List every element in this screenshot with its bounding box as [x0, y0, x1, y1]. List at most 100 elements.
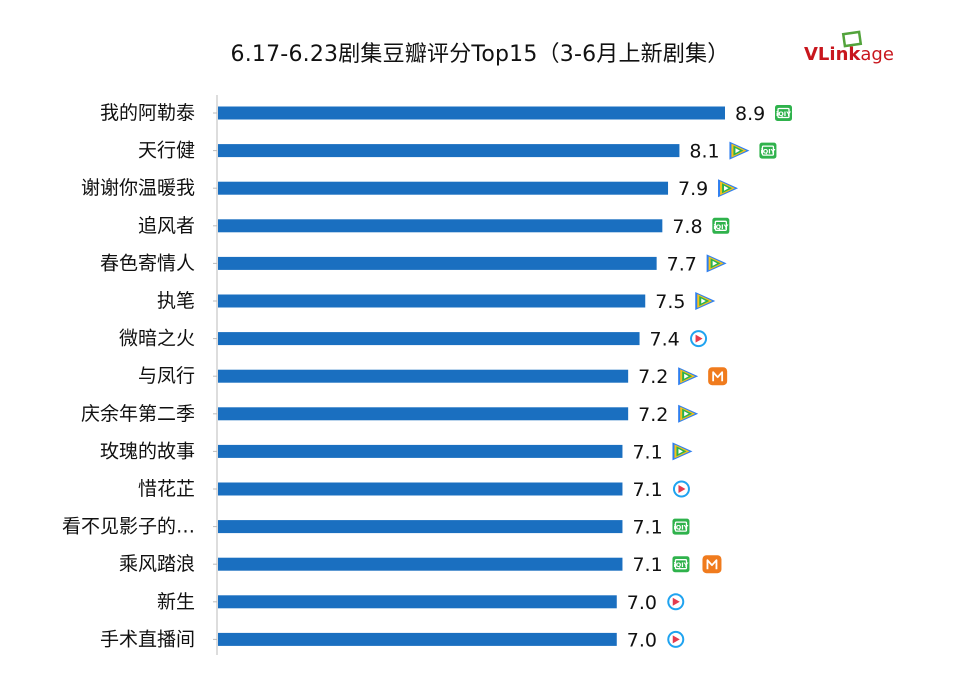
- bar: [218, 256, 657, 270]
- value-label: 7.1: [632, 554, 662, 576]
- iqiyi-icon: iQIY: [712, 217, 730, 234]
- iqiyi-icon-frame: [714, 220, 727, 231]
- bar-row: 执笔 7.5: [157, 290, 716, 313]
- value-label: 7.5: [655, 291, 685, 313]
- tencent-video-icon: [678, 367, 699, 386]
- category-label: 与凤行: [138, 365, 195, 387]
- mgtv-icon-glyph: [712, 371, 724, 382]
- value-label: 7.1: [632, 441, 662, 463]
- bar-row: 追风者 7.8 iQIY: [138, 215, 730, 238]
- value-label: 7.0: [627, 592, 657, 614]
- iqiyi-icon: iQIY: [775, 105, 792, 121]
- tencent-icon-play: [712, 260, 718, 266]
- bar: [218, 557, 623, 571]
- tencent-icon-play: [684, 411, 689, 417]
- bar: [218, 106, 725, 120]
- bar: [218, 369, 629, 383]
- tencent-video-icon: [729, 141, 750, 160]
- bar-row: 手术直播间 7.0: [100, 628, 685, 651]
- iqiyi-icon-glyph: iQIY: [776, 110, 791, 118]
- bar: [218, 294, 646, 308]
- iqiyi-icon: iQIY: [672, 518, 690, 535]
- bar-row: 惜花芷 7.1: [138, 478, 690, 501]
- category-label: 玫瑰的故事: [100, 440, 195, 462]
- value-label: 8.9: [735, 103, 765, 125]
- iqiyi-icon-frame: [761, 145, 775, 156]
- bar: [218, 407, 629, 421]
- youku-icon: [690, 330, 708, 348]
- bar-row: 与凤行 7.2: [138, 365, 728, 388]
- bar: [218, 482, 623, 496]
- category-label: 手术直播间: [100, 628, 195, 650]
- bar: [218, 632, 617, 646]
- category-label: 谢谢你温暖我: [81, 177, 195, 199]
- category-label: 春色寄情人: [100, 252, 195, 274]
- value-label: 7.2: [638, 404, 668, 426]
- value-label: 7.1: [632, 479, 662, 501]
- value-label: 7.0: [627, 629, 657, 651]
- youku-icon-play: [672, 635, 680, 644]
- bar-row: 我的阿勒泰 8.9 iQIY: [100, 102, 792, 125]
- iqiyi-icon-frame: [674, 521, 688, 532]
- value-label: 7.9: [678, 178, 708, 200]
- youku-icon: [667, 630, 685, 648]
- category-label: 新生: [157, 591, 195, 613]
- category-label: 追风者: [138, 215, 195, 237]
- tencent-video-icon: [672, 442, 693, 461]
- bar-row: 谢谢你温暖我 7.9: [81, 177, 739, 200]
- bar-row: 天行健 8.1 iQIY: [138, 140, 777, 163]
- value-label: 8.1: [689, 141, 719, 163]
- tencent-icon-play: [724, 185, 729, 191]
- category-label: 我的阿勒泰: [100, 102, 195, 124]
- youku-icon-play: [678, 485, 686, 493]
- tencent-video-icon: [706, 254, 727, 273]
- bar-row: 新生 7.0: [157, 591, 685, 614]
- youku-icon: [672, 480, 690, 498]
- tencent-icon-play: [735, 148, 740, 154]
- mgtv-icon: [702, 555, 722, 574]
- mgtv-icon-glyph: [706, 559, 718, 570]
- bar-row: 春色寄情人 7.7: [100, 252, 727, 275]
- iqiyi-icon-frame: [777, 107, 790, 119]
- brand-text: VLinkage: [804, 44, 894, 65]
- bar-row: 看不见影子的… 7.1 iQIY: [62, 516, 690, 539]
- chart-title: 6.17-6.23剧集豆瓣评分Top15（3-6月上新剧集）: [230, 42, 730, 67]
- iqiyi-icon-frame: [674, 559, 688, 570]
- value-label: 7.2: [638, 366, 668, 388]
- bar: [218, 219, 663, 233]
- tencent-icon-play: [678, 448, 683, 454]
- category-label: 执笔: [157, 290, 195, 312]
- category-label: 看不见影子的…: [62, 516, 195, 538]
- bar: [218, 332, 640, 346]
- tencent-video-icon: [695, 292, 716, 310]
- tencent-icon-play: [701, 298, 706, 304]
- value-label: 7.1: [632, 517, 662, 539]
- bar-row: 庆余年第二季 7.2: [81, 403, 699, 426]
- iqiyi-icon-glyph: iQIY: [674, 524, 689, 532]
- category-label: 庆余年第二季: [81, 403, 195, 425]
- vlinkage-logo: VLinkage: [804, 30, 914, 74]
- category-label: 惜花芷: [138, 478, 195, 500]
- iqiyi-icon-glyph: iQIY: [713, 223, 728, 231]
- bar-row: 乘风踏浪 7.1 iQIY: [119, 553, 722, 576]
- bar: [218, 595, 617, 609]
- tencent-video-icon: [718, 179, 739, 198]
- youku-icon: [667, 593, 685, 611]
- tencent-video-icon: [678, 404, 699, 423]
- brand-mark-icon: [841, 30, 863, 48]
- value-label: 7.7: [667, 253, 697, 275]
- iqiyi-icon: iQIY: [672, 556, 690, 573]
- category-label: 天行健: [138, 140, 195, 162]
- value-label: 7.8: [672, 216, 702, 238]
- value-label: 7.4: [650, 329, 680, 351]
- youku-icon-play: [672, 597, 680, 606]
- youku-icon-play: [695, 334, 703, 343]
- bar: [218, 181, 669, 195]
- bar: [218, 144, 680, 158]
- category-label: 乘风踏浪: [119, 553, 195, 575]
- mgtv-icon: [708, 367, 728, 386]
- iqiyi-icon: iQIY: [759, 142, 777, 159]
- iqiyi-icon-glyph: iQIY: [760, 148, 775, 156]
- iqiyi-icon-glyph: iQIY: [674, 561, 689, 569]
